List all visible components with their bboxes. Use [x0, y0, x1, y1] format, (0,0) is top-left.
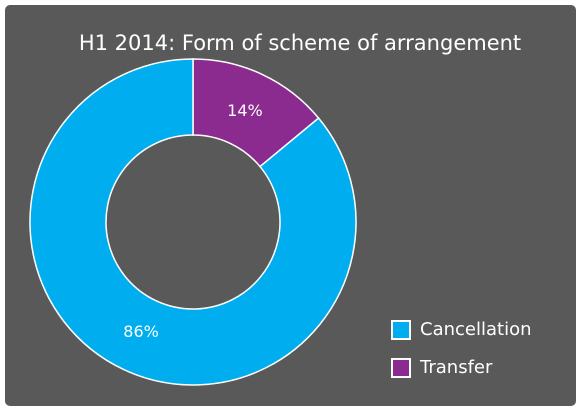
donut-slice	[29, 58, 357, 386]
legend-swatch	[391, 320, 411, 340]
chart-title: H1 2014: Form of scheme of arrangement	[79, 31, 521, 55]
legend-label: Transfer	[419, 357, 493, 378]
data-label: 14%	[227, 101, 263, 120]
legend-label: Cancellation	[420, 319, 532, 340]
data-label: 86%	[123, 322, 159, 341]
legend-swatch	[391, 358, 411, 378]
